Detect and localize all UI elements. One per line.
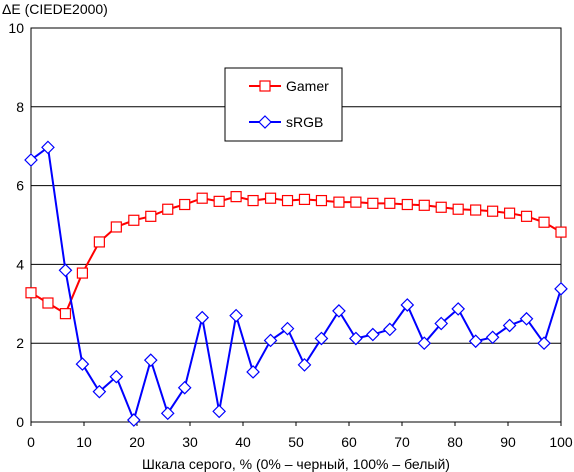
y-axis-title: ΔE (CIEDE2000): [2, 1, 108, 17]
series-gamer-point: [367, 197, 379, 209]
x-tick-label: 100: [549, 434, 573, 450]
series-gamer-point: [452, 203, 464, 215]
y-tick-label: 8: [16, 99, 24, 115]
series-gamer-point: [333, 196, 345, 208]
series-srgb-point: [58, 263, 73, 278]
x-tick-label: 0: [27, 434, 35, 450]
y-tick-label: 2: [16, 335, 24, 351]
series-gamer-point: [298, 193, 311, 205]
x-tick-label: 80: [447, 434, 463, 450]
legend-srgb-marker: [258, 115, 272, 129]
series-srgb-point: [554, 281, 568, 296]
series-srgb-point: [519, 311, 534, 326]
x-tick-label: 90: [500, 434, 516, 450]
series-gamer-point: [230, 191, 242, 203]
series-srgb-point: [502, 318, 517, 333]
series-srgb-point: [537, 336, 551, 351]
series-srgb-point: [246, 365, 260, 379]
series-srgb-point: [382, 322, 397, 337]
x-tick-label: 50: [288, 434, 304, 450]
legend: Gamer sRGB: [224, 67, 343, 142]
series-gamer-point: [179, 198, 191, 211]
series-gamer-point: [401, 198, 413, 211]
series-srgb-point: [280, 321, 295, 336]
series-gamer-point: [247, 194, 259, 207]
series-gamer-point: [93, 236, 105, 248]
x-tick-label: 60: [341, 434, 357, 450]
series-srgb-point: [160, 406, 175, 421]
series-gamer-point: [435, 201, 447, 213]
series-gamer-point: [162, 203, 174, 215]
series-srgb-point: [314, 331, 329, 346]
legend-gamer-label: Gamer: [286, 78, 329, 94]
series-srgb-point: [92, 384, 107, 399]
x-axis-ticks: 0 10 20 30 40 50 60 70 80 90 100: [27, 422, 573, 450]
series-gamer-point: [350, 196, 362, 208]
series-layer: [24, 140, 568, 427]
legend-srgb-label: sRGB: [286, 114, 323, 130]
series-srgb-point: [126, 413, 141, 427]
series-srgb-point: [485, 330, 500, 345]
series-srgb-line: [30, 146, 562, 422]
series-gamer-point: [520, 210, 533, 222]
series-gamer-point: [538, 216, 550, 228]
series-gamer-point: [59, 308, 72, 320]
series-gamer-point: [384, 197, 396, 209]
y-tick-label: 0: [16, 414, 24, 430]
series-srgb-point: [263, 333, 278, 348]
x-tick-label: 30: [182, 434, 198, 450]
series-gamer-point: [76, 267, 89, 279]
x-tick-label: 10: [76, 434, 92, 450]
series-gamer-point: [213, 195, 225, 207]
series-gamer-point: [487, 205, 499, 217]
legend-box: [224, 67, 343, 142]
series-gamer-point: [315, 194, 328, 207]
gridlines: [31, 106, 561, 344]
series-srgb-point: [229, 308, 243, 323]
y-tick-label: 10: [8, 20, 24, 36]
series-gamer-point: [196, 192, 208, 204]
series-srgb-point: [177, 380, 192, 395]
series-srgb-point: [41, 140, 55, 155]
series-gamer-point: [264, 192, 277, 204]
series-srgb-point: [24, 153, 38, 167]
series-srgb-point: [349, 331, 363, 346]
x-axis-title: Шкала серого, % (0% – черный, 100% – бел…: [142, 456, 450, 472]
series-srgb-point: [297, 358, 312, 372]
legend-gamer-marker: [259, 80, 271, 92]
series-srgb-point: [109, 369, 124, 384]
series-gamer-point: [110, 221, 122, 233]
y-tick-label: 6: [16, 178, 24, 194]
series-gamer-point: [145, 210, 157, 222]
series-srgb-point: [366, 327, 380, 342]
y-axis-ticks: 0 2 4 6 8 10: [8, 20, 24, 430]
y-tick-label: 4: [16, 256, 24, 272]
series-srgb-point: [417, 336, 432, 351]
series-srgb-point: [332, 304, 346, 318]
series-gamer-point: [555, 226, 567, 238]
series-srgb-point: [143, 353, 158, 367]
series-srgb-point: [434, 316, 449, 331]
x-tick-label: 40: [235, 434, 251, 450]
series-gamer-point: [470, 204, 482, 216]
series-gamer-line: [30, 195, 562, 315]
series-srgb-point: [195, 310, 210, 325]
series-gamer-point: [418, 199, 430, 211]
series-srgb-point: [451, 302, 466, 316]
series-srgb-point: [468, 334, 483, 349]
series-gamer-point: [42, 297, 54, 309]
series-gamer-point: [128, 214, 140, 226]
series-srgb-point: [75, 357, 90, 371]
series-gamer-point: [503, 207, 516, 219]
x-tick-label: 20: [129, 434, 145, 450]
series-srgb-point: [400, 298, 415, 312]
x-tick-label: 70: [394, 434, 410, 450]
series-srgb-point: [212, 404, 226, 419]
series-gamer-point: [25, 287, 37, 299]
series-gamer-point: [281, 194, 294, 207]
